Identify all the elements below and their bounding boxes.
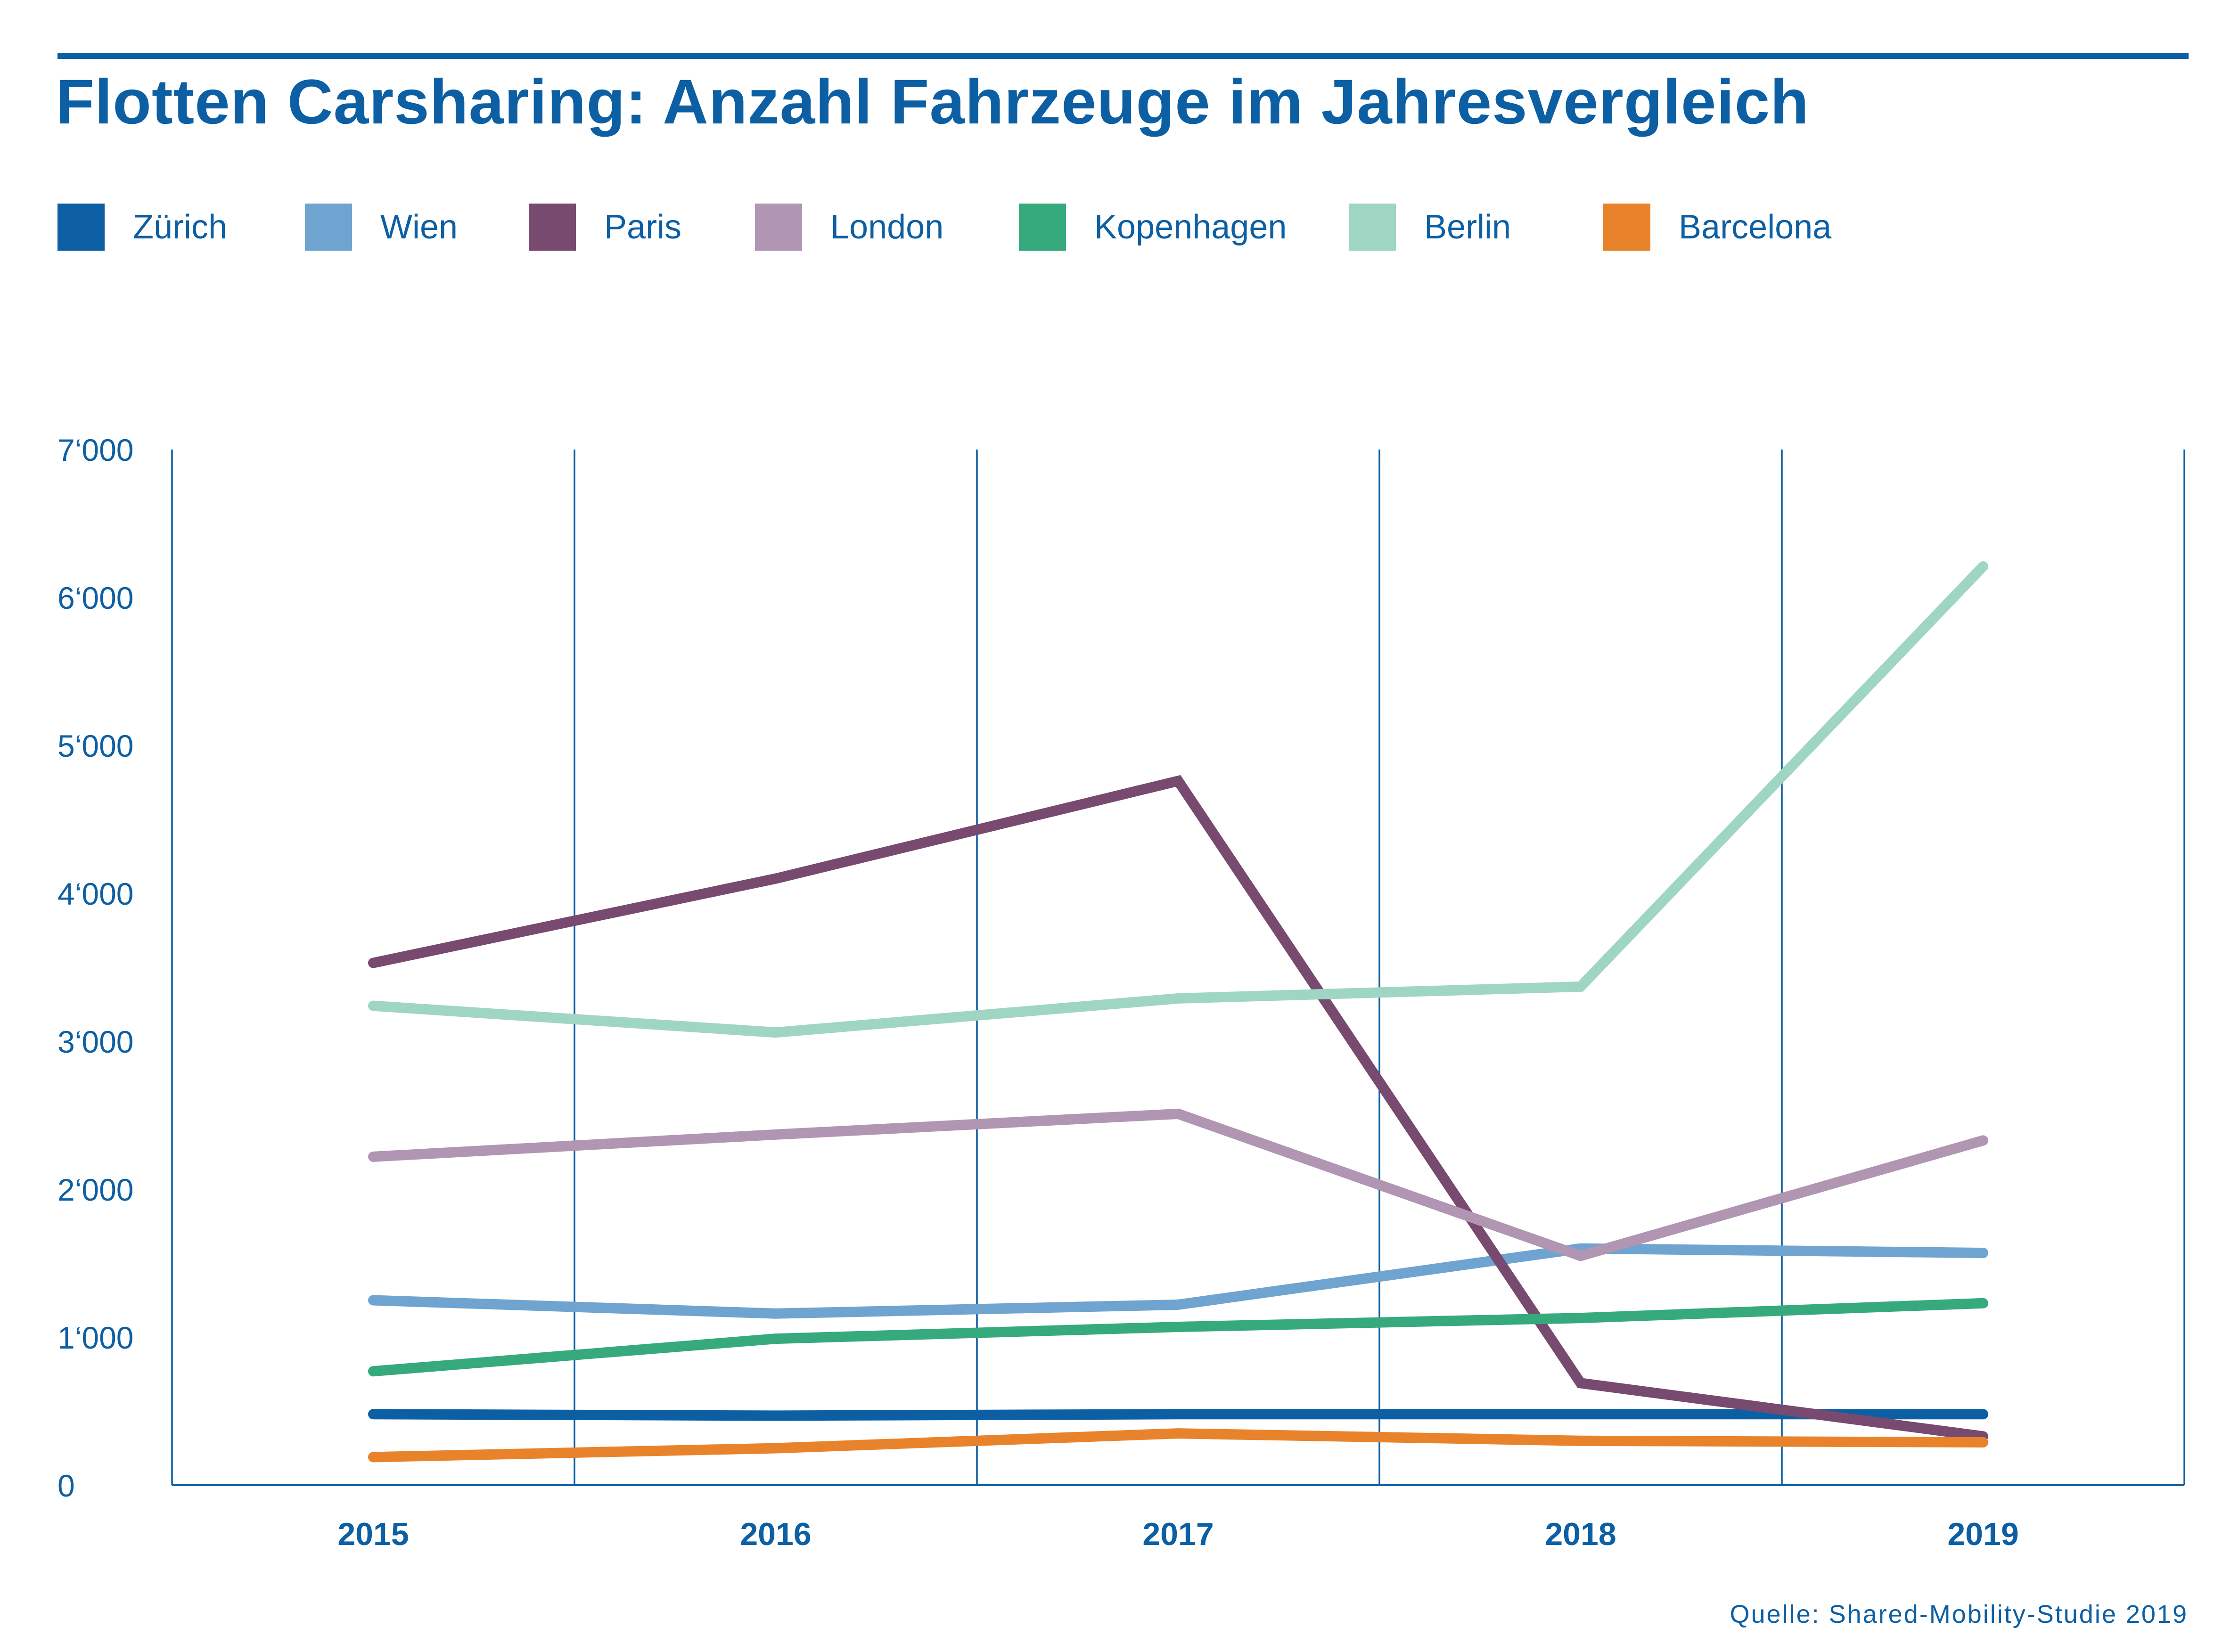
data-point-kopenhagen (1178, 1326, 1179, 1328)
legend-label: Paris (604, 208, 682, 246)
data-point-paris (1580, 1382, 1581, 1384)
legend: Zürich Wien Paris London Kopenhagen Berlin Bar… (57, 204, 2131, 251)
y-tick-label: 0 (57, 1468, 75, 1503)
legend-item: London (755, 204, 943, 251)
data-point-wien (775, 1313, 776, 1314)
data-point-barcelona (1983, 1441, 1984, 1443)
data-point-wien (1178, 1304, 1179, 1305)
y-tick-label: 2‘000 (57, 1172, 134, 1207)
y-tick-label: 6‘000 (57, 581, 134, 615)
legend-item: Wien (305, 204, 458, 251)
y-tick-label: 5‘000 (57, 728, 134, 763)
legend-item: Kopenhagen (1019, 204, 1287, 251)
legend-swatch (57, 204, 105, 251)
data-point-london (1178, 1113, 1179, 1114)
legend-label: Kopenhagen (1094, 208, 1287, 246)
legend-item: Paris (529, 204, 681, 251)
data-point-z-rich (1178, 1414, 1179, 1415)
legend-swatch (1019, 204, 1066, 251)
data-point-paris (1983, 1436, 1984, 1437)
data-point-london (775, 1134, 776, 1135)
data-point-barcelona (373, 1456, 374, 1458)
legend-label: Berlin (1424, 208, 1511, 246)
data-point-z-rich (373, 1414, 374, 1415)
chart-title: Flotten Carsharing: Anzahl Fahrzeuge im … (56, 67, 1810, 137)
data-point-z-rich (1983, 1414, 1984, 1415)
data-point-berlin (1178, 998, 1179, 999)
data-point-berlin (775, 1032, 776, 1033)
legend-item: Barcelona (1603, 204, 1831, 251)
series-layer (368, 561, 1988, 1463)
data-point-barcelona (775, 1448, 776, 1449)
y-tick-label: 1‘000 (57, 1320, 134, 1355)
legend-swatch (1349, 204, 1396, 251)
data-point-z-rich (1580, 1414, 1581, 1415)
x-tick-label: 2017 (1142, 1516, 1214, 1552)
title-rule (57, 53, 2189, 59)
x-tick-label: 2019 (1947, 1516, 2018, 1552)
legend-label: Barcelona (1679, 208, 1832, 246)
x-tick-label: 2016 (740, 1516, 811, 1552)
data-point-kopenhagen (373, 1371, 374, 1372)
y-tick-label: 4‘000 (57, 876, 134, 911)
legend-swatch (529, 204, 576, 251)
legend-label: Zürich (133, 208, 228, 246)
data-point-berlin (1983, 566, 1984, 567)
legend-swatch (1603, 204, 1650, 251)
data-point-paris (1178, 780, 1179, 782)
series-line-london (368, 1108, 1988, 1261)
axes: 0 1‘000 2‘000 3‘000 4‘000 5‘000 6‘000 7‘000 2015… (57, 433, 2185, 1552)
series-line-barcelona (368, 1428, 1988, 1463)
legend-item: Berlin (1349, 204, 1511, 251)
data-point-kopenhagen (775, 1338, 776, 1340)
data-point-wien (373, 1300, 374, 1301)
legend-swatch (755, 204, 802, 251)
legend-swatch (305, 204, 352, 251)
data-point-london (373, 1156, 374, 1157)
legend-label: London (830, 208, 944, 246)
series-line-wien (368, 1243, 1988, 1319)
data-point-wien (1580, 1248, 1581, 1249)
data-point-berlin (1580, 986, 1581, 987)
legend-label: Wien (380, 208, 458, 246)
data-point-paris (775, 878, 776, 879)
data-point-london (1580, 1255, 1581, 1257)
data-point-kopenhagen (1983, 1302, 1984, 1304)
y-tick-label: 3‘000 (57, 1024, 134, 1059)
data-point-london (1983, 1140, 1984, 1141)
series-line-berlin (368, 561, 1988, 1038)
data-point-barcelona (1580, 1440, 1581, 1441)
data-point-kopenhagen (1580, 1317, 1581, 1319)
data-point-paris (373, 962, 374, 964)
data-point-z-rich (775, 1415, 776, 1416)
legend-item: Zürich (57, 204, 227, 251)
x-tick-label: 2015 (337, 1516, 409, 1552)
data-point-barcelona (1178, 1433, 1179, 1434)
x-tick-label: 2018 (1545, 1516, 1616, 1552)
y-tick-label: 7‘000 (57, 433, 134, 467)
source-note: Quelle: Shared-Mobility-Studie 2019 (1730, 1600, 2188, 1628)
data-point-wien (1983, 1252, 1984, 1254)
